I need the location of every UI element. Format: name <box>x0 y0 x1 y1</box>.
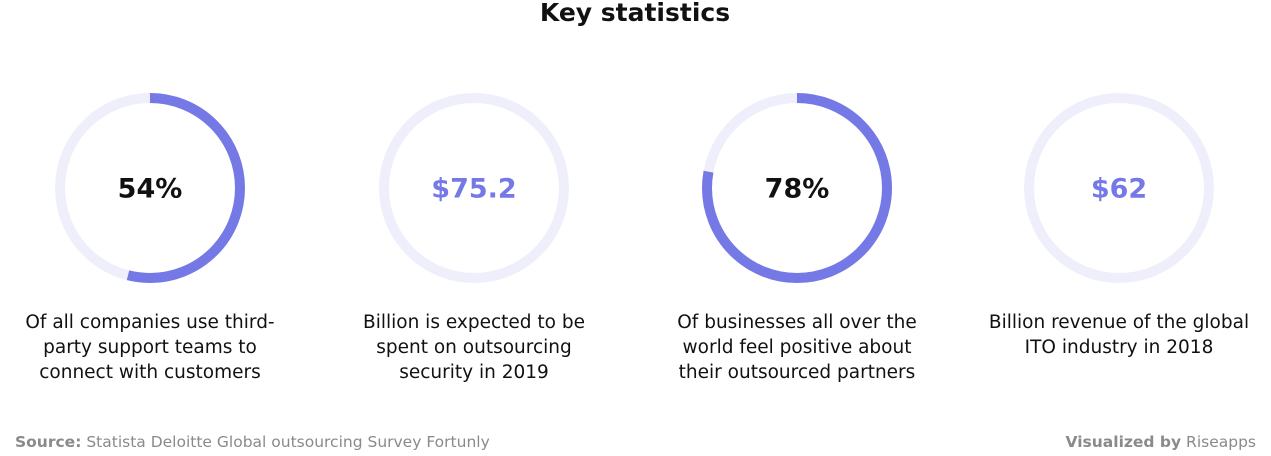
description-line: security in 2019 <box>399 362 549 383</box>
description-line: ITO industry in 2018 <box>1025 337 1214 358</box>
source-text: Statista Deloitte Global outsourcing Sur… <box>86 433 489 451</box>
credit-label: Visualized by <box>1066 433 1182 451</box>
description-line: their outsourced partners <box>679 362 916 383</box>
stat-label: $75.2 <box>431 174 516 205</box>
credit: Visualized by Riseapps <box>1066 433 1257 451</box>
description-line: Billion revenue of the global <box>989 312 1249 333</box>
description-line: Of all companies use third- <box>25 312 274 333</box>
ring-arc <box>702 93 892 283</box>
stat-label: 54% <box>118 174 183 205</box>
description-line: Billion is expected to be <box>363 312 585 333</box>
ring-track <box>1024 93 1214 283</box>
title: Key statistics <box>540 0 730 27</box>
description-line: connect with customers <box>39 362 261 383</box>
stat-label: 78% <box>765 174 830 205</box>
description-line: spent on outsourcing <box>376 337 572 358</box>
stat-label: $62 <box>1091 174 1147 205</box>
description-line: world feel positive about <box>683 337 912 358</box>
source: Source: Statista Deloitte Global outsour… <box>15 433 490 451</box>
ring-arc <box>55 93 245 283</box>
ring-track <box>379 93 569 283</box>
credit-text: Riseapps <box>1186 433 1256 451</box>
description-line: Of businesses all over the <box>677 312 916 333</box>
description-line: party support teams to <box>43 337 257 358</box>
source-label: Source: <box>15 433 81 451</box>
